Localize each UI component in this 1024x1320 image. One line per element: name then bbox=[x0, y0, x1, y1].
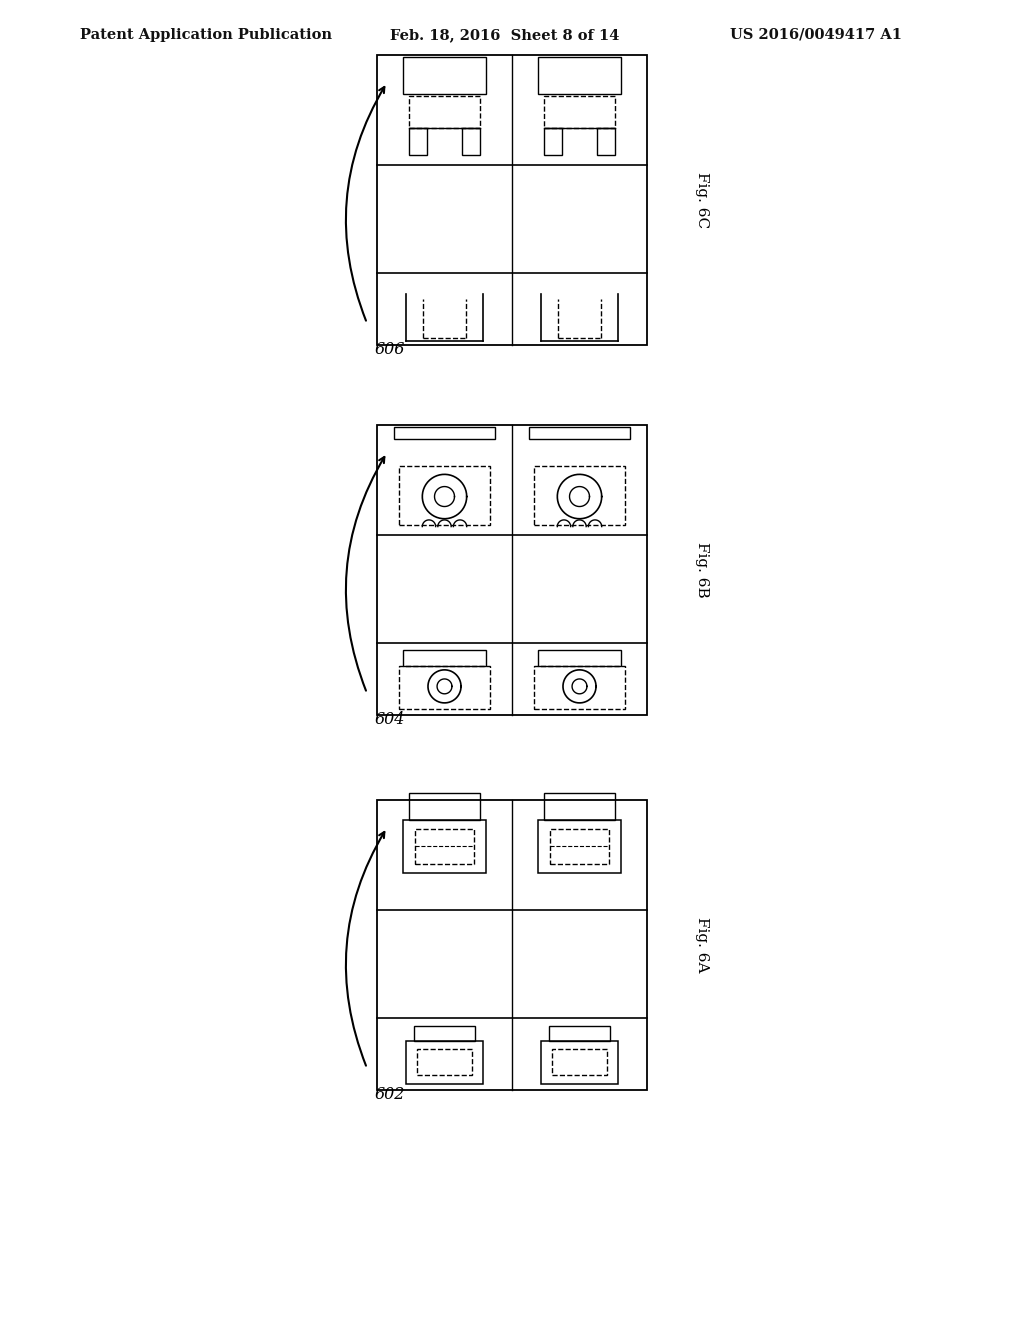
Bar bbox=[398, 466, 490, 524]
Bar bbox=[534, 665, 626, 709]
Bar bbox=[462, 128, 479, 154]
Text: Fig. 6C: Fig. 6C bbox=[695, 172, 709, 228]
Bar bbox=[414, 1026, 475, 1040]
Bar bbox=[417, 1049, 472, 1076]
Bar bbox=[539, 649, 621, 665]
Bar bbox=[545, 128, 562, 154]
Bar bbox=[539, 820, 621, 873]
Bar bbox=[377, 425, 647, 715]
Bar bbox=[403, 649, 485, 665]
Bar bbox=[410, 96, 479, 128]
Bar bbox=[410, 128, 427, 154]
Bar bbox=[545, 793, 614, 820]
Text: Patent Application Publication: Patent Application Publication bbox=[80, 28, 332, 42]
Bar bbox=[407, 1040, 482, 1084]
Text: 602: 602 bbox=[375, 1086, 406, 1104]
Text: 606: 606 bbox=[375, 342, 406, 358]
Bar bbox=[597, 128, 614, 154]
Bar bbox=[528, 426, 631, 440]
Bar bbox=[550, 829, 609, 863]
Bar bbox=[545, 96, 614, 128]
Bar bbox=[377, 800, 647, 1090]
Bar bbox=[552, 1049, 607, 1076]
Bar bbox=[377, 55, 647, 345]
Bar bbox=[539, 57, 621, 94]
Bar bbox=[534, 466, 626, 524]
Text: 604: 604 bbox=[375, 711, 406, 729]
Bar bbox=[398, 665, 490, 709]
Text: Fig. 6B: Fig. 6B bbox=[695, 543, 709, 598]
Bar bbox=[415, 829, 474, 863]
Text: US 2016/0049417 A1: US 2016/0049417 A1 bbox=[730, 28, 902, 42]
Bar bbox=[403, 820, 485, 873]
Bar bbox=[393, 426, 496, 440]
Bar bbox=[403, 57, 485, 94]
Text: Fig. 6A: Fig. 6A bbox=[695, 917, 709, 973]
Text: Feb. 18, 2016  Sheet 8 of 14: Feb. 18, 2016 Sheet 8 of 14 bbox=[390, 28, 620, 42]
Bar bbox=[410, 793, 479, 820]
Bar bbox=[549, 1026, 610, 1040]
Bar bbox=[542, 1040, 617, 1084]
